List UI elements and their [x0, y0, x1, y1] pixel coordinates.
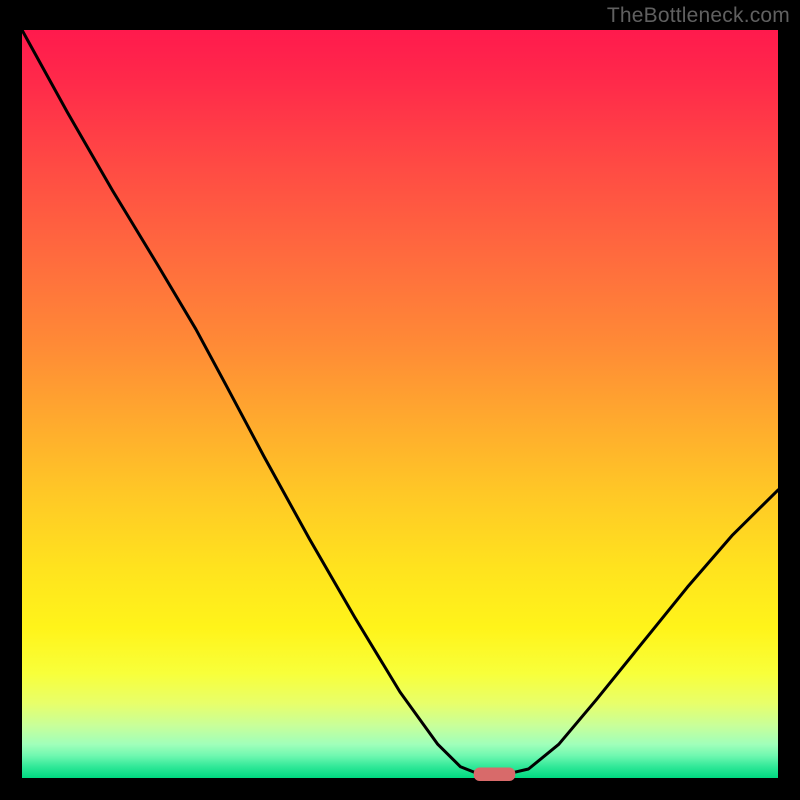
watermark-text: TheBottleneck.com	[607, 4, 790, 28]
plot-area	[22, 30, 778, 778]
curve-layer	[22, 30, 778, 778]
bottleneck-curve	[22, 30, 778, 774]
root-container: TheBottleneck.com	[0, 0, 800, 800]
valley-marker	[474, 768, 516, 781]
